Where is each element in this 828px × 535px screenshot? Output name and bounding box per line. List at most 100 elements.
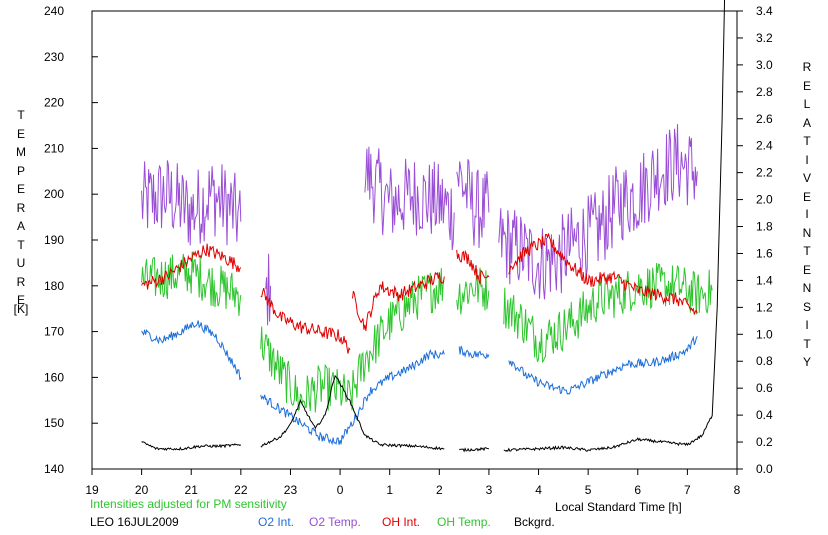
axis-label-letter: I: [805, 318, 809, 332]
axis-label-letter: T: [17, 108, 25, 122]
right-tick-label: 1.2: [756, 300, 773, 314]
x-axis: 19 20 21 22 23 0 1 2 3 4 5 6 7 8: [85, 469, 741, 497]
series-line-segment: [141, 441, 242, 452]
series-o2-int: [141, 320, 698, 446]
x-tick-label: 8: [734, 483, 741, 497]
series-line-segment: [260, 349, 445, 446]
right-tick-label: 2.8: [756, 85, 773, 99]
right-tick-label: 1.8: [756, 220, 773, 234]
legend-o2-int: O2 Int.: [258, 515, 295, 529]
right-tick-label: 3.0: [756, 58, 773, 72]
series-line-segment: [352, 271, 445, 331]
left-tick-label: 140: [44, 462, 64, 476]
axis-label-letter: T: [803, 244, 811, 258]
axis-label-letter: N: [802, 281, 812, 295]
x-axis-label: Local Standard Time [h]: [555, 500, 682, 514]
right-tick-label: 0.0: [756, 462, 773, 476]
axis-label-letter: N: [802, 225, 812, 240]
axis-label-letter: L: [803, 97, 811, 111]
x-tick-label: 22: [234, 483, 248, 497]
x-tick-label: 1: [386, 483, 393, 497]
series-line-segment: [141, 160, 242, 246]
right-tick-label: 2.2: [756, 166, 773, 180]
series-line-segment: [508, 233, 698, 315]
left-tick-label: 170: [44, 325, 64, 339]
right-tick-label: 0.6: [756, 381, 773, 395]
series-line-segment: [141, 320, 242, 380]
right-tick-label: 2.6: [756, 112, 773, 126]
x-tick-label: 2: [436, 483, 443, 497]
x-tick-label: 19: [85, 483, 99, 497]
axis-label-letter: R: [802, 60, 812, 74]
axis-label-letter: Y: [802, 355, 811, 369]
right-tick-label: 3.2: [756, 31, 773, 45]
left-tick-label: 160: [44, 370, 64, 384]
right-axis: 0.0 0.2 0.4 0.6 0.8 1.0 1.2 1.4 1.6 1.8 2.0 2.2 2.4 2…: [737, 4, 773, 476]
sensitivity-note: Intensities adjusted for PM sensitivity: [90, 497, 287, 511]
x-tick-label: 23: [284, 483, 298, 497]
series-line-segment: [456, 267, 490, 315]
left-tick-label: 230: [44, 50, 64, 64]
left-axis: 140 150 160 170 180 190 200 210 220 230 240: [44, 4, 98, 476]
axis-label-letter: E: [16, 126, 25, 141]
axis-label-letter: V: [802, 171, 811, 185]
series-line-segment: [456, 249, 490, 286]
series-line-segment: [265, 253, 272, 326]
x-tick-label: 7: [684, 483, 691, 497]
series-line-segment: [498, 124, 698, 300]
series-line-segment: [508, 335, 698, 395]
left-tick-label: 210: [44, 141, 64, 155]
series-bckgrd: [141, 0, 726, 453]
right-tick-label: 1.4: [756, 273, 773, 287]
series-line-segment: [503, 263, 713, 363]
axis-label-letter: T: [803, 336, 811, 351]
legend-oh-int: OH Int.: [382, 515, 421, 529]
axis-label-letter: T: [17, 237, 25, 252]
legend-bckgrd: Bckgrd.: [514, 515, 555, 529]
right-tick-label: 2.4: [756, 139, 773, 153]
x-tick-label: 4: [535, 483, 542, 497]
axis-label-letter: I: [805, 207, 809, 221]
axis-label-letter: E: [802, 78, 811, 93]
series-line-segment: [260, 287, 351, 354]
x-tick-label: 6: [634, 483, 641, 497]
right-tick-label: 1.6: [756, 246, 773, 260]
y-axis-left-unit: [K]: [13, 302, 29, 316]
axis-label-letter: E: [16, 182, 25, 196]
right-tick-label: 1.0: [756, 327, 773, 341]
series-line-segment: [260, 268, 445, 413]
axis-label-letter: M: [16, 145, 26, 159]
series-oh-int: [141, 233, 698, 354]
series-line-segment: [458, 345, 490, 360]
series-line-segment: [459, 446, 490, 453]
legend-o2-temp: O2 Temp.: [309, 515, 361, 529]
left-tick-label: 190: [44, 233, 64, 247]
axis-label-letter: E: [16, 293, 25, 307]
axis-label-letter: U: [16, 256, 26, 270]
axis-label-letter: A: [802, 115, 811, 130]
left-tick-label: 240: [44, 4, 64, 18]
left-tick-label: 150: [44, 416, 64, 430]
axis-label-letter: E: [802, 189, 811, 204]
legend-oh-temp: OH Temp.: [437, 515, 491, 529]
right-tick-label: 3.4: [756, 4, 773, 18]
left-tick-label: 200: [44, 187, 64, 201]
axis-label-letter: A: [16, 219, 25, 233]
right-tick-label: 2.0: [756, 193, 773, 207]
right-tick-label: 0.4: [756, 408, 773, 422]
axis-label-letter: P: [16, 163, 25, 178]
series-line-segment: [141, 243, 242, 290]
x-tick-label: 21: [185, 483, 199, 497]
series-line-segment: [456, 159, 490, 249]
left-tick-label: 220: [44, 96, 64, 110]
axis-label-letter: I: [805, 152, 809, 167]
axis-label-letter: T: [803, 134, 811, 148]
x-tick-label: 3: [486, 483, 493, 497]
series-o2-temp: [141, 124, 698, 326]
left-tick-label: 180: [44, 279, 64, 293]
axis-label-letter: R: [16, 274, 26, 289]
station-date: LEO 16JUL2009: [90, 515, 179, 529]
